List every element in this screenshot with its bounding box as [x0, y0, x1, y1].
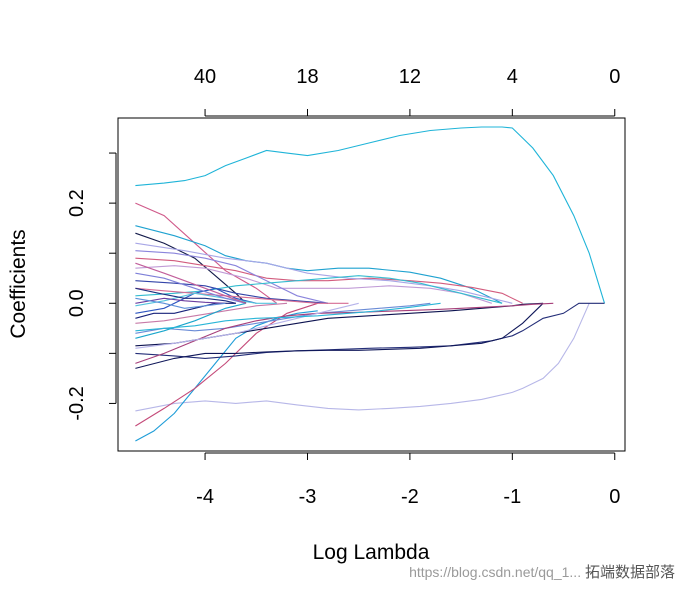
coefficient-path-22 — [135, 287, 236, 304]
x-tick-label: -2 — [401, 486, 419, 508]
coefficient-path-13 — [135, 302, 544, 369]
coefficient-path-9 — [135, 265, 492, 304]
top-tick-label: 18 — [296, 66, 318, 88]
coefficient-path-21 — [135, 292, 277, 307]
coefficient-path-28 — [135, 297, 226, 309]
axes: -4 -3 -2 -1 040 18 12 4 0-0.20.00.2 — [66, 66, 620, 508]
coefficient-path-19 — [135, 287, 349, 304]
coefficient-path-27 — [135, 297, 226, 304]
coefficient-path-6 — [135, 225, 503, 304]
coefficient-path-25 — [135, 262, 247, 304]
x-tick-label: -3 — [299, 486, 317, 508]
y-tick-label: 0.0 — [66, 289, 88, 317]
coefficient-path-14 — [135, 302, 431, 334]
coefficient-path-5 — [135, 202, 278, 304]
x-tick-label: 0 — [609, 486, 620, 508]
x-tick-label: -4 — [196, 486, 214, 508]
y-tick-label: 0.2 — [66, 189, 88, 217]
plot-frame — [117, 117, 626, 452]
coefficient-path-31 — [135, 302, 441, 332]
top-tick-label: 40 — [194, 66, 216, 88]
coefficient-path-24 — [135, 272, 247, 304]
watermark: https://blog.csdn.net/qq_1... 拓端数据部落 — [409, 561, 675, 582]
coefficient-path-18 — [135, 287, 257, 314]
coefficient-path-4 — [135, 302, 318, 427]
y-tick-label: -0.2 — [66, 386, 88, 420]
coefficient-path-30 — [135, 302, 359, 349]
coefficient-path-20 — [135, 302, 288, 324]
top-tick-label: 12 — [399, 66, 421, 88]
coefficient-path-1 — [135, 126, 606, 304]
watermark-url: https://blog.csdn.net/qq_1... — [409, 564, 582, 580]
coefficient-path-12 — [135, 302, 605, 359]
coefficient-path-17 — [135, 280, 329, 304]
watermark-brand: 拓端数据部落 — [584, 564, 675, 581]
coefficient-path-11 — [135, 242, 513, 304]
coefficient-path-7 — [135, 232, 247, 304]
top-tick-label: 0 — [609, 66, 620, 88]
y-axis-title: Coefficients — [7, 229, 30, 338]
x-axis-title: Log Lambda — [313, 541, 430, 564]
coefficient-path-2 — [135, 303, 590, 412]
coefficient-path-3 — [135, 310, 318, 442]
coefficient-path-10 — [135, 250, 329, 304]
top-tick-label: 4 — [507, 66, 518, 88]
coefficient-path-23 — [135, 302, 247, 339]
coefficient-paths — [135, 126, 606, 442]
coefficient-path-8 — [135, 257, 523, 304]
x-tick-label: -1 — [503, 486, 521, 508]
